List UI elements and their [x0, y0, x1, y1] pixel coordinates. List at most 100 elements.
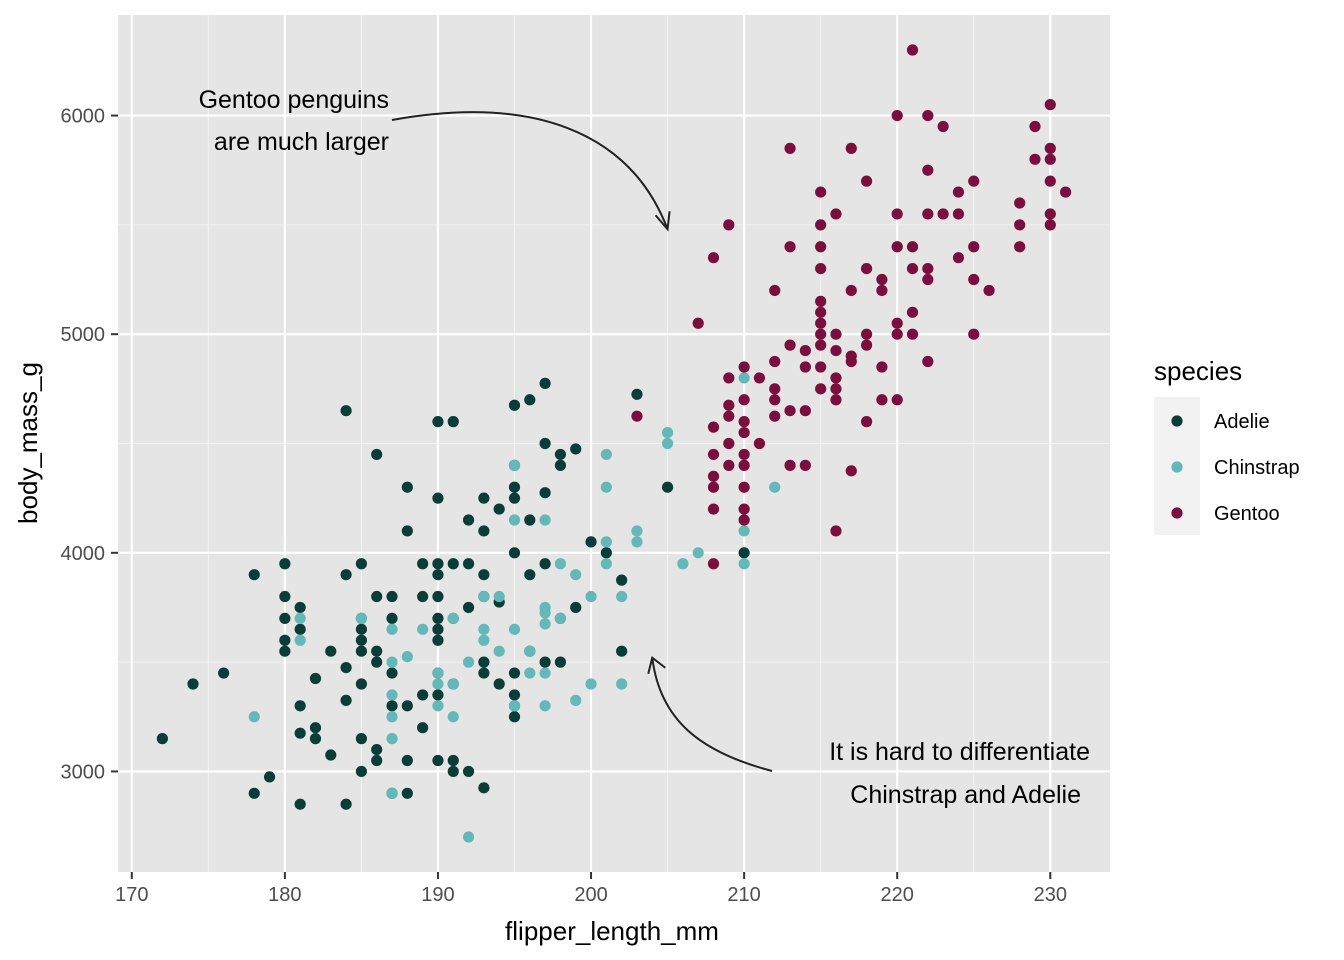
point-adelie — [279, 590, 291, 603]
point-chinstrap — [524, 667, 536, 679]
x-tick-label: 170 — [115, 884, 148, 906]
point-chinstrap — [355, 612, 368, 624]
point-adelie — [340, 661, 352, 674]
point-chinstrap — [386, 656, 398, 668]
point-adelie — [508, 492, 521, 504]
point-chinstrap — [432, 700, 444, 712]
annotations: Gentoo penguins are much larger It is hard… — [199, 86, 1090, 809]
point-gentoo — [1044, 175, 1056, 187]
point-gentoo — [1044, 208, 1056, 220]
point-adelie — [417, 722, 429, 734]
point-chinstrap — [508, 700, 521, 712]
point-gentoo — [891, 208, 903, 220]
point-gentoo — [784, 241, 796, 253]
point-chinstrap — [661, 426, 674, 439]
point-adelie — [539, 487, 551, 499]
point-gentoo — [891, 394, 903, 406]
point-gentoo — [830, 372, 842, 384]
point-adelie — [417, 558, 429, 570]
point-adelie — [585, 536, 597, 548]
legend-label-chinstrap: Chinstrap — [1214, 457, 1300, 479]
point-adelie — [371, 656, 383, 668]
point-gentoo — [1060, 186, 1072, 198]
point-chinstrap — [493, 645, 505, 657]
point-gentoo — [692, 317, 704, 329]
point-gentoo — [738, 459, 750, 471]
point-chinstrap — [661, 437, 674, 450]
point-gentoo — [876, 361, 888, 373]
point-chinstrap — [493, 590, 505, 603]
point-chinstrap — [386, 623, 398, 635]
point-gentoo — [799, 361, 811, 373]
point-chinstrap — [600, 536, 612, 548]
point-chinstrap — [539, 514, 551, 526]
annotation-arrow-gentoo — [391, 111, 669, 230]
point-chinstrap — [738, 525, 750, 537]
point-chinstrap — [616, 590, 628, 603]
point-gentoo — [815, 328, 827, 340]
point-gentoo — [860, 339, 873, 351]
point-adelie — [355, 733, 368, 745]
point-adelie — [340, 694, 352, 706]
point-chinstrap — [478, 634, 490, 646]
point-adelie — [616, 574, 628, 586]
point-adelie — [493, 678, 505, 690]
point-adelie — [340, 405, 352, 417]
point-gentoo — [707, 558, 720, 570]
point-gentoo — [769, 284, 781, 297]
point-adelie — [508, 667, 521, 679]
point-chinstrap — [447, 678, 459, 690]
point-gentoo — [738, 503, 750, 515]
point-adelie — [340, 798, 352, 810]
legend-key-adelie — [1171, 415, 1183, 427]
point-chinstrap — [294, 612, 306, 624]
point-gentoo — [738, 514, 750, 526]
point-gentoo — [815, 295, 827, 307]
point-gentoo — [876, 284, 888, 297]
point-adelie — [279, 645, 291, 657]
point-chinstrap — [616, 678, 628, 690]
point-gentoo — [738, 394, 750, 406]
point-gentoo — [860, 416, 873, 428]
point-gentoo — [830, 383, 842, 395]
arrowhead-chinstrap — [647, 656, 666, 674]
point-chinstrap — [554, 612, 567, 624]
point-adelie — [401, 700, 413, 712]
point-gentoo — [723, 219, 735, 231]
point-chinstrap — [539, 618, 551, 630]
point-gentoo — [723, 410, 735, 422]
legend-key-chinstrap — [1171, 461, 1183, 473]
point-chinstrap — [432, 678, 444, 690]
point-chinstrap — [386, 733, 398, 745]
point-chinstrap — [570, 569, 582, 581]
point-adelie — [294, 623, 306, 635]
point-adelie — [432, 634, 444, 646]
point-gentoo — [707, 252, 720, 264]
point-gentoo — [860, 328, 873, 340]
point-gentoo — [952, 186, 965, 198]
point-adelie — [478, 525, 490, 537]
point-chinstrap — [462, 656, 475, 668]
point-gentoo — [723, 459, 735, 471]
point-adelie — [462, 558, 475, 570]
point-adelie — [401, 481, 413, 493]
point-adelie — [570, 601, 582, 614]
point-chinstrap — [554, 558, 567, 570]
point-gentoo — [906, 263, 919, 275]
point-chinstrap — [585, 590, 597, 603]
point-chinstrap — [585, 678, 597, 690]
point-gentoo — [738, 481, 750, 493]
point-chinstrap — [386, 787, 398, 799]
point-adelie — [386, 700, 398, 712]
x-axis-title: flipper_length_mm — [505, 916, 719, 946]
x-tick-label: 190 — [421, 884, 454, 906]
point-adelie — [447, 754, 459, 767]
point-chinstrap — [677, 558, 689, 570]
point-gentoo — [769, 355, 781, 368]
point-gentoo — [968, 241, 980, 253]
point-gentoo — [845, 355, 857, 368]
point-gentoo — [922, 208, 934, 220]
point-gentoo — [968, 175, 980, 187]
point-chinstrap — [294, 634, 306, 646]
point-adelie — [539, 437, 551, 450]
